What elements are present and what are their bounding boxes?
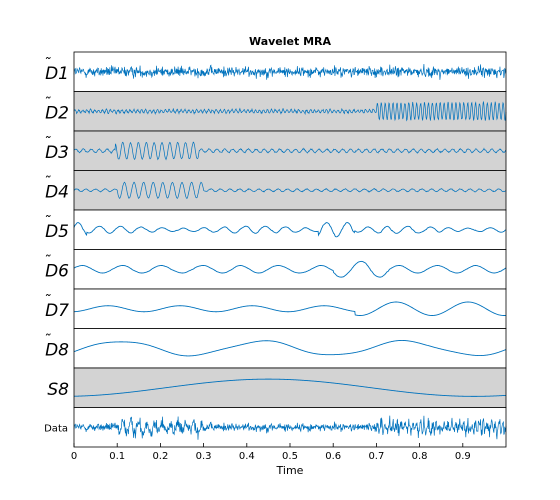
row-label-d4: D4 xyxy=(45,182,69,202)
tilde-mark: ˜ xyxy=(44,293,52,309)
row-label-d2: D2 xyxy=(45,103,69,123)
x-axis: 0 0.1 0.2 0.3 0.4 0.5 0.6 0.7 0.8 0.9 xyxy=(71,443,471,462)
tilde-mark: ˜ xyxy=(44,214,52,230)
panel-d2: D2˜ xyxy=(44,91,507,132)
row-label-data: Data xyxy=(44,423,68,434)
row-label-s8: S8 xyxy=(47,380,69,400)
x-tick-label: 0.3 xyxy=(196,451,212,462)
series-line-d5 xyxy=(73,222,507,238)
panel-data: Data xyxy=(44,407,507,448)
row-label-d1: D1 xyxy=(45,64,69,84)
row-label-d6: D6 xyxy=(45,261,69,281)
x-tick-label: 0.5 xyxy=(282,451,298,462)
tilde-mark: ˜ xyxy=(44,332,52,348)
panel-d6: D6˜ xyxy=(44,249,507,290)
x-tick-label: 0.8 xyxy=(412,451,428,462)
tilde-mark: ˜ xyxy=(44,253,52,269)
x-tick-label: 0.4 xyxy=(239,451,255,462)
x-tick-label: 0.9 xyxy=(455,451,471,462)
series-line-data xyxy=(73,415,507,440)
panel-d1: D1˜ xyxy=(44,51,507,92)
panel-s8: S8 xyxy=(47,367,507,408)
series-line-d1 xyxy=(73,63,507,80)
x-tick-label: 0.1 xyxy=(109,451,125,462)
panel-d7: D7˜ xyxy=(44,288,507,329)
tilde-mark: ˜ xyxy=(44,174,52,190)
panel-background xyxy=(74,249,506,289)
tilde-mark: ˜ xyxy=(44,135,52,151)
series-line-d6 xyxy=(73,260,507,278)
panel-d8: D8˜ xyxy=(44,328,507,369)
panel-d5: D5˜ xyxy=(44,209,507,250)
series-line-d4 xyxy=(73,181,507,200)
tilde-mark: ˜ xyxy=(44,95,52,111)
x-axis-label: Time xyxy=(276,464,304,477)
chart-title: Wavelet MRA xyxy=(249,35,332,48)
series-line-d3 xyxy=(73,141,507,161)
series-line-d7 xyxy=(73,301,507,316)
series-line-s8 xyxy=(73,378,507,397)
series-line-d8 xyxy=(73,340,507,357)
row-label-d7: D7 xyxy=(45,301,69,321)
row-label-d8: D8 xyxy=(45,340,69,360)
x-tick-label: 0.2 xyxy=(152,451,168,462)
series-line-d2 xyxy=(73,100,507,122)
panel-d4: D4˜ xyxy=(44,170,507,211)
panel-background xyxy=(74,368,506,408)
panel-background xyxy=(74,289,506,329)
panel-d3: D3˜ xyxy=(44,130,507,171)
x-tick-label: 0 xyxy=(71,451,77,462)
row-label-d5: D5 xyxy=(45,222,69,242)
x-tick-label: 0.7 xyxy=(368,451,384,462)
tilde-mark: ˜ xyxy=(44,56,52,72)
panel-background xyxy=(74,328,506,368)
row-label-d3: D3 xyxy=(45,143,69,163)
x-tick-label: 0.6 xyxy=(325,451,341,462)
